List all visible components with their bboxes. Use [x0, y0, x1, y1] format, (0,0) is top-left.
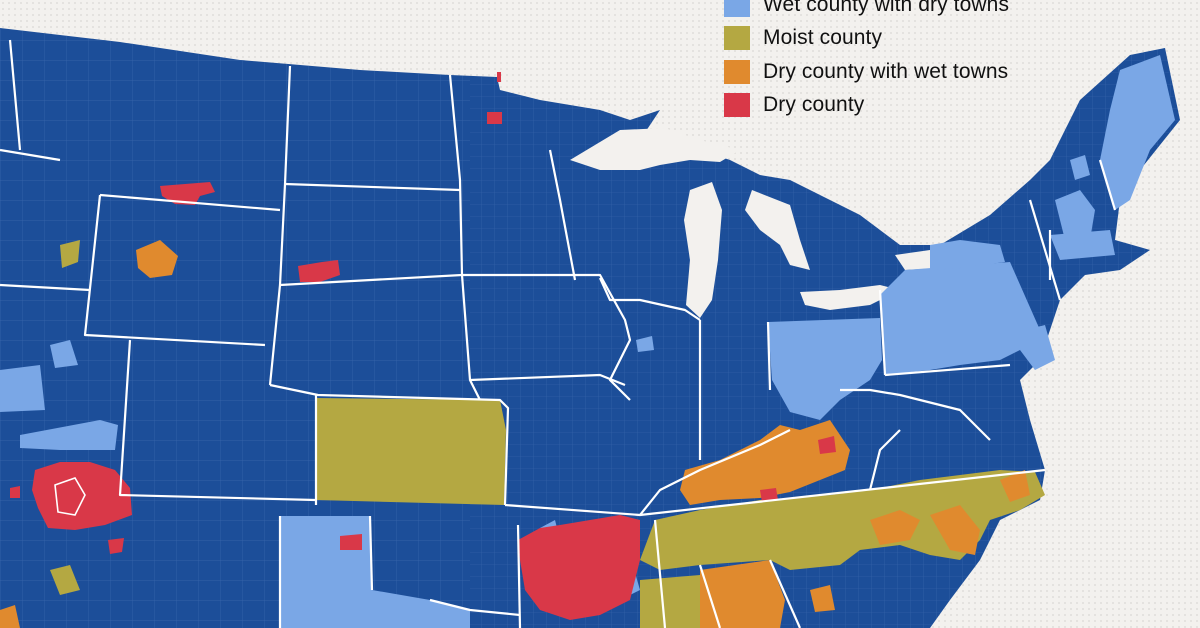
lake-erie — [800, 285, 900, 310]
state-borders — [0, 39, 1117, 628]
lake-michigan — [684, 182, 722, 318]
legend-label-wet-dry-towns: Wet county with dry towns — [763, 0, 1010, 16]
legend-swatch-wet-dry-towns — [724, 0, 750, 17]
dry-regions — [10, 72, 836, 620]
legend-swatch-dry — [724, 93, 750, 118]
county-grid-west — [0, 28, 470, 628]
legend-item-dry: Dry county — [724, 89, 1054, 123]
dry-region-outline — [54, 477, 86, 516]
legend-label-dry-wet-towns: Dry county with wet towns — [763, 59, 1009, 83]
dry-wet-towns-regions — [0, 240, 1030, 628]
legend-item-dry-wet-towns: Dry county with wet towns — [724, 55, 1054, 89]
lake-huron — [745, 190, 810, 270]
map-legend: Wet county with dry towns Moist county D… — [724, 0, 1054, 122]
moist-regions — [50, 240, 1045, 628]
legend-label-dry: Dry county — [763, 93, 865, 117]
legend-item-moist: Moist county — [724, 22, 1054, 56]
legend-swatch-moist — [724, 26, 750, 51]
legend-item-wet-dry-towns: Wet county with dry towns — [724, 0, 1054, 22]
legend-swatch-dry-wet-towns — [724, 59, 750, 84]
legend-label-moist: Moist county — [763, 26, 883, 50]
lake-superior — [570, 128, 740, 170]
